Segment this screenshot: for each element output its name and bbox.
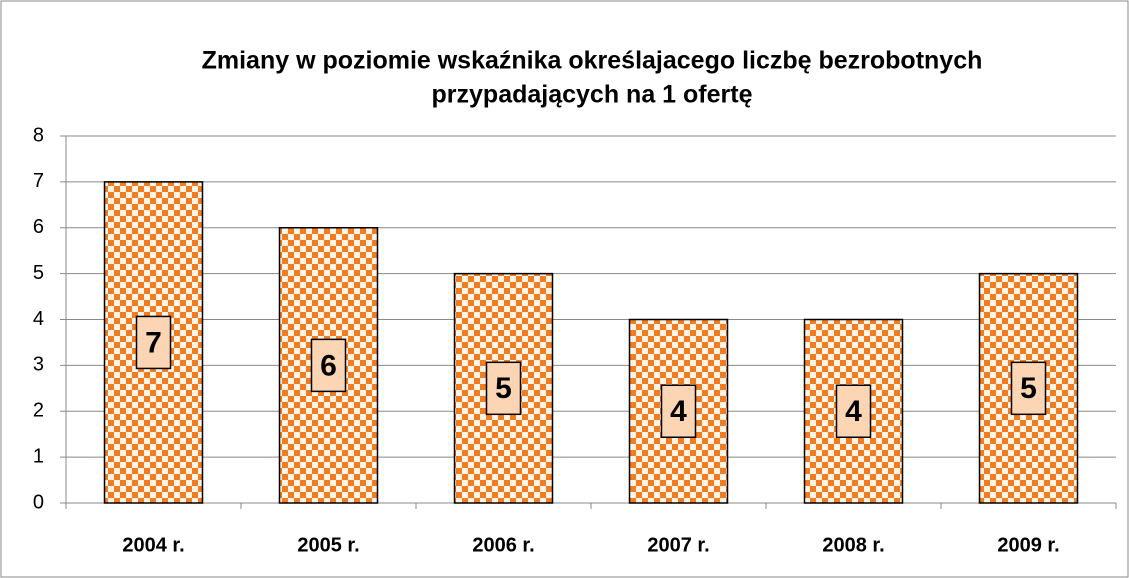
- x-tick-label: 2005 r.: [297, 534, 359, 556]
- y-tick-label: 8: [33, 124, 44, 146]
- data-label-box: [485, 361, 522, 416]
- y-tick-label: 1: [33, 445, 44, 467]
- x-tick-label: 2004 r.: [122, 534, 184, 556]
- data-label-box: [310, 338, 347, 393]
- data-label: 4: [670, 395, 687, 428]
- data-label: 4: [845, 395, 862, 428]
- data-label-box: [835, 384, 872, 438]
- data-label-box: [660, 384, 697, 438]
- x-tick-label: 2008 r.: [822, 534, 884, 556]
- x-tick-label: 2006 r.: [472, 534, 534, 556]
- y-tick-label: 3: [33, 354, 44, 376]
- x-tick-label: 2007 r.: [647, 534, 709, 556]
- y-tick-label: 4: [33, 308, 44, 330]
- data-label-box: [1010, 361, 1047, 416]
- data-label-box: [135, 315, 172, 370]
- y-tick-label: 7: [33, 170, 44, 192]
- chart-title: przypadających na 1 ofertę: [432, 81, 753, 109]
- y-tick-label: 2: [33, 400, 44, 422]
- y-tick-label: 0: [33, 491, 44, 513]
- chart-title: Zmiany w poziomie wskaźnika określajaceg…: [202, 47, 983, 75]
- data-label: 5: [495, 372, 512, 405]
- data-label: 6: [320, 349, 337, 382]
- y-tick-label: 6: [33, 216, 44, 238]
- x-tick-label: 2009 r.: [997, 534, 1059, 556]
- data-label: 7: [145, 326, 162, 359]
- bar: [803, 318, 904, 504]
- y-tick-label: 5: [33, 262, 44, 284]
- data-label: 5: [1020, 372, 1037, 405]
